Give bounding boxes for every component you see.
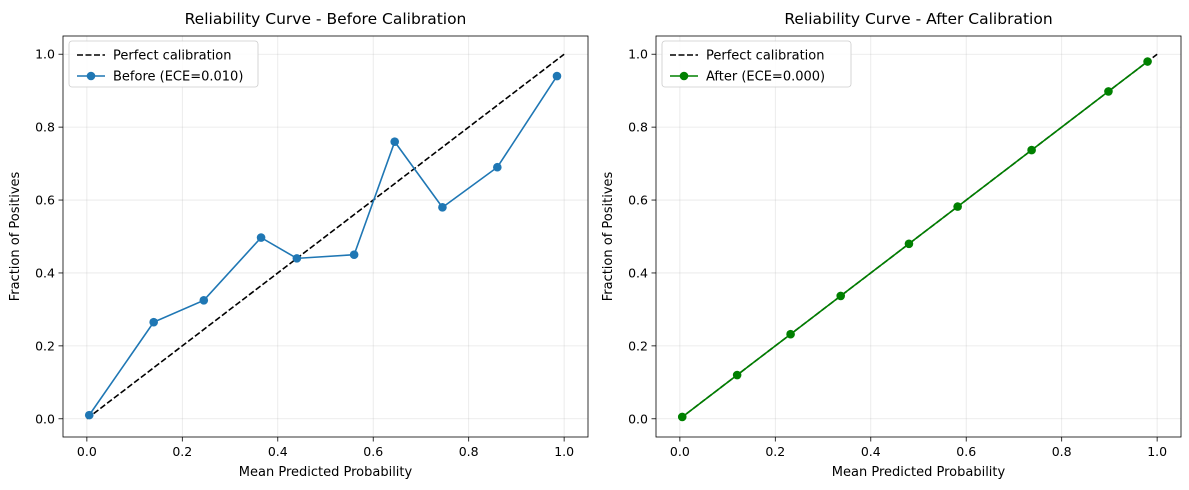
x-tick-label: 0.6 bbox=[956, 444, 976, 459]
data-point bbox=[493, 162, 502, 172]
legend-label: Perfect calibration bbox=[706, 49, 824, 64]
y-tick-label: 0.4 bbox=[628, 265, 648, 280]
y-tick-label: 1.0 bbox=[35, 47, 55, 62]
x-axis-label: Mean Predicted Probability bbox=[239, 465, 413, 480]
data-point bbox=[438, 203, 447, 212]
data-point bbox=[199, 295, 209, 305]
y-axis-label: Fraction of Positives bbox=[601, 171, 616, 301]
data-point bbox=[732, 370, 742, 380]
y-tick-label: 0.2 bbox=[628, 338, 648, 353]
x-tick-label: 1.0 bbox=[1147, 444, 1167, 459]
series-line-model bbox=[681, 60, 1149, 418]
y-tick-label: 0.6 bbox=[628, 193, 648, 208]
data-point bbox=[786, 329, 795, 339]
data-point bbox=[256, 233, 266, 242]
x-tick-label: 0.8 bbox=[1052, 444, 1072, 459]
x-tick-label: 0.4 bbox=[861, 444, 881, 459]
legend-box bbox=[661, 40, 852, 88]
data-point bbox=[1027, 145, 1036, 155]
x-tick-label: 1.0 bbox=[554, 444, 574, 459]
x-tick-label: 0.6 bbox=[363, 444, 383, 459]
y-tick-label: 0.4 bbox=[35, 265, 55, 280]
data-point bbox=[953, 202, 962, 211]
data-point bbox=[84, 410, 94, 420]
legend-label: Before (ECE=0.010) bbox=[113, 70, 243, 85]
x-tick-label: 0.0 bbox=[670, 444, 690, 459]
series-line-perfect-calibration bbox=[86, 53, 565, 420]
x-tick-label: 0.4 bbox=[268, 444, 288, 459]
data-point bbox=[904, 239, 914, 249]
data-point bbox=[677, 412, 687, 422]
y-tick-label: 0.8 bbox=[35, 120, 55, 135]
y-tick-label: 1.0 bbox=[628, 47, 648, 62]
series-line-model bbox=[88, 75, 558, 416]
x-tick-label: 0.0 bbox=[77, 444, 97, 459]
data-point bbox=[149, 317, 158, 327]
legend-swatch-marker bbox=[86, 71, 96, 81]
chart-title: Reliability Curve - After Calibration bbox=[784, 10, 1052, 28]
data-point bbox=[836, 291, 846, 301]
legend-swatch-marker bbox=[679, 71, 689, 81]
axes-frame bbox=[62, 35, 589, 438]
legend-label: Perfect calibration bbox=[113, 49, 231, 64]
data-point bbox=[292, 254, 302, 263]
legend-box bbox=[68, 40, 259, 88]
axes-frame bbox=[655, 35, 1182, 438]
y-tick-label: 0.8 bbox=[628, 120, 648, 135]
legend: Perfect calibration Before (ECE=0.010) bbox=[68, 40, 259, 88]
data-point bbox=[1143, 57, 1152, 66]
data-point bbox=[390, 137, 400, 147]
y-tick-label: 0.6 bbox=[35, 193, 55, 208]
chart-title: Reliability Curve - Before Calibration bbox=[185, 10, 467, 28]
data-point bbox=[1104, 87, 1113, 96]
x-axis-label: Mean Predicted Probability bbox=[832, 465, 1006, 480]
legend-label: After (ECE=0.000) bbox=[706, 70, 825, 85]
legend: Perfect calibration After (ECE=0.000) bbox=[661, 40, 852, 88]
x-tick-label: 0.8 bbox=[459, 444, 479, 459]
y-tick-label: 0.2 bbox=[35, 338, 55, 353]
y-tick-label: 0.0 bbox=[628, 411, 648, 426]
y-axis-label: Fraction of Positives bbox=[8, 171, 23, 301]
chart-panel-after: 0.0 0.2 0.4 0.6 0.8 1.0 0.0 0.2 0.4 0.6 0.8 1.0 Reli… bbox=[601, 10, 1182, 480]
y-tick-label: 0.0 bbox=[35, 411, 55, 426]
data-point bbox=[349, 250, 359, 260]
chart-panel-before: 0.0 0.2 0.4 0.6 0.8 1.0 0.0 0.2 0.4 0.6 0.8 1.0 Reli… bbox=[8, 10, 589, 480]
x-tick-label: 0.2 bbox=[765, 444, 785, 459]
data-point bbox=[552, 71, 562, 81]
x-tick-label: 0.2 bbox=[172, 444, 192, 459]
